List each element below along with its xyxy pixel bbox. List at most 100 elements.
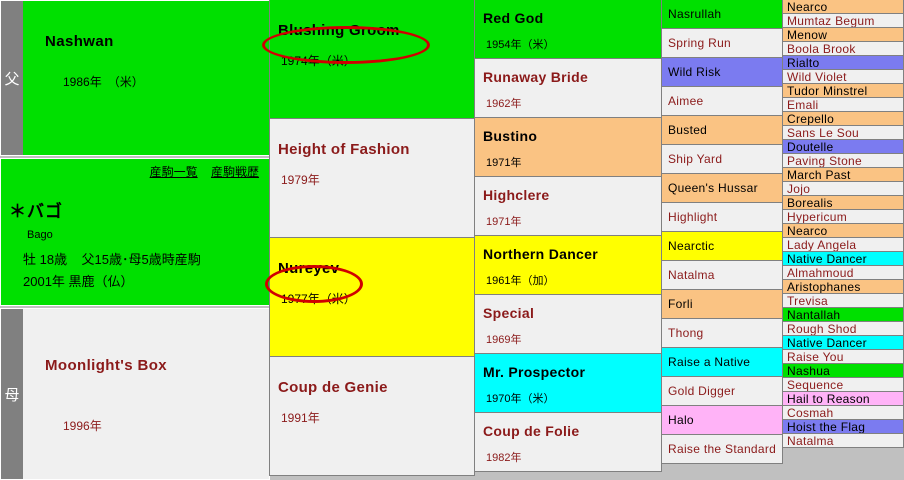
horse-name[interactable]: Coup de Genie bbox=[278, 379, 388, 396]
horse-name[interactable]: Tudor Minstrel bbox=[787, 83, 868, 98]
horse-name[interactable]: Northern Dancer bbox=[483, 246, 598, 262]
sire-name[interactable]: Nashwan bbox=[45, 33, 114, 50]
horse-name[interactable]: Lady Angela bbox=[787, 237, 857, 252]
horse-name[interactable]: Nureyev bbox=[278, 260, 340, 277]
pedigree-cell-emali[interactable]: Emali bbox=[782, 97, 904, 112]
dam-panel[interactable]: 母 Moonlight's Box 1996年 bbox=[0, 308, 270, 480]
horse-name[interactable]: Raise the Standard bbox=[668, 442, 777, 456]
pedigree-cell-nashua[interactable]: Nashua bbox=[782, 363, 904, 378]
pedigree-cell-wild-risk[interactable]: Wild Risk bbox=[661, 57, 783, 87]
pedigree-cell-hoist-the-flag[interactable]: Hoist the Flag bbox=[782, 419, 904, 434]
pedigree-cell-nureyev[interactable]: Nureyev 1977年（米） bbox=[269, 237, 475, 357]
pedigree-cell-sequence[interactable]: Sequence bbox=[782, 377, 904, 392]
horse-name[interactable]: Jojo bbox=[787, 181, 811, 196]
pedigree-cell-queen-s-hussar[interactable]: Queen's Hussar bbox=[661, 173, 783, 203]
pedigree-cell-aimee[interactable]: Aimee bbox=[661, 86, 783, 116]
horse-name[interactable]: Crepello bbox=[787, 111, 835, 126]
horse-name[interactable]: Almahmoud bbox=[787, 265, 854, 280]
pedigree-cell-gold-digger[interactable]: Gold Digger bbox=[661, 376, 783, 406]
pedigree-cell-hypericum[interactable]: Hypericum bbox=[782, 209, 904, 224]
horse-name[interactable]: Coup de Folie bbox=[483, 423, 580, 439]
horse-name[interactable]: Forli bbox=[668, 297, 693, 311]
pedigree-cell-blushing-groom[interactable]: Blushing Groom 1974年（米） bbox=[269, 0, 475, 119]
pedigree-cell-nearctic[interactable]: Nearctic bbox=[661, 231, 783, 261]
pedigree-cell-tudor-minstrel[interactable]: Tudor Minstrel bbox=[782, 83, 904, 98]
pedigree-cell-raise-the-standard[interactable]: Raise the Standard bbox=[661, 434, 783, 464]
horse-name[interactable]: Bustino bbox=[483, 128, 538, 144]
horse-name[interactable]: Aimee bbox=[668, 94, 704, 108]
pedigree-cell-height-of-fashion[interactable]: Height of Fashion 1979年 bbox=[269, 118, 475, 238]
horse-name[interactable]: Wild Risk bbox=[668, 65, 721, 79]
pedigree-cell-rialto[interactable]: Rialto bbox=[782, 55, 904, 70]
pedigree-cell-northern-dancer[interactable]: Northern Dancer 1961年（加） bbox=[474, 235, 662, 295]
sire-panel[interactable]: 父 Nashwan 1986年 （米） bbox=[0, 0, 270, 156]
horse-name[interactable]: Sans Le Sou bbox=[787, 125, 860, 140]
pedigree-cell-nantallah[interactable]: Nantallah bbox=[782, 307, 904, 322]
horse-name[interactable]: Rialto bbox=[787, 55, 820, 70]
pedigree-cell-raise-a-native[interactable]: Raise a Native bbox=[661, 347, 783, 377]
pedigree-cell-nasrullah[interactable]: Nasrullah bbox=[661, 0, 783, 29]
pedigree-cell-trevisa[interactable]: Trevisa bbox=[782, 293, 904, 308]
pedigree-cell-paving-stone[interactable]: Paving Stone bbox=[782, 153, 904, 168]
horse-name[interactable]: Aristophanes bbox=[787, 279, 861, 294]
pedigree-cell-cosmah[interactable]: Cosmah bbox=[782, 405, 904, 420]
pedigree-cell-red-god[interactable]: Red God 1954年（米） bbox=[474, 0, 662, 59]
horse-name[interactable]: Highclere bbox=[483, 187, 550, 203]
pedigree-cell-doutelle[interactable]: Doutelle bbox=[782, 139, 904, 154]
pedigree-cell-hail-to-reason[interactable]: Hail to Reason bbox=[782, 391, 904, 406]
horse-name[interactable]: Borealis bbox=[787, 195, 833, 210]
pedigree-cell-thong[interactable]: Thong bbox=[661, 318, 783, 348]
horse-name[interactable]: Native Dancer bbox=[787, 251, 867, 266]
pedigree-cell-halo[interactable]: Halo bbox=[661, 405, 783, 435]
pedigree-cell-nearco[interactable]: Nearco bbox=[782, 223, 904, 238]
pedigree-cell-wild-violet[interactable]: Wild Violet bbox=[782, 69, 904, 84]
horse-name[interactable]: Blushing Groom bbox=[278, 22, 400, 39]
pedigree-cell-native-dancer[interactable]: Native Dancer bbox=[782, 251, 904, 266]
link-offspring-list[interactable]: 産駒一覧 bbox=[149, 165, 198, 179]
horse-name[interactable]: Hail to Reason bbox=[787, 391, 870, 406]
horse-name[interactable]: Special bbox=[483, 305, 535, 321]
horse-name[interactable]: Nashua bbox=[787, 363, 831, 378]
horse-name[interactable]: Natalma bbox=[787, 433, 834, 448]
horse-name[interactable]: Busted bbox=[668, 123, 708, 137]
horse-name[interactable]: Rough Shod bbox=[787, 321, 857, 336]
horse-name[interactable]: Wild Violet bbox=[787, 69, 847, 84]
horse-name[interactable]: March Past bbox=[787, 167, 851, 182]
horse-name[interactable]: Raise You bbox=[787, 349, 844, 364]
horse-name[interactable]: Spring Run bbox=[668, 36, 732, 50]
pedigree-cell-natalma[interactable]: Natalma bbox=[661, 260, 783, 290]
pedigree-cell-runaway-bride[interactable]: Runaway Bride 1962年 bbox=[474, 58, 662, 118]
pedigree-cell-borealis[interactable]: Borealis bbox=[782, 195, 904, 210]
pedigree-cell-natalma[interactable]: Natalma bbox=[782, 433, 904, 448]
horse-name[interactable]: Nearco bbox=[787, 223, 828, 238]
pedigree-cell-almahmoud[interactable]: Almahmoud bbox=[782, 265, 904, 280]
pedigree-cell-sans-le-sou[interactable]: Sans Le Sou bbox=[782, 125, 904, 140]
horse-name[interactable]: Nearctic bbox=[668, 239, 715, 253]
pedigree-cell-highlight[interactable]: Highlight bbox=[661, 202, 783, 232]
horse-name[interactable]: Red God bbox=[483, 10, 544, 26]
horse-name[interactable]: Ship Yard bbox=[668, 152, 723, 166]
pedigree-cell-coup-de-folie[interactable]: Coup de Folie 1982年 bbox=[474, 412, 662, 472]
pedigree-cell-jojo[interactable]: Jojo bbox=[782, 181, 904, 196]
pedigree-cell-coup-de-genie[interactable]: Coup de Genie 1991年 bbox=[269, 356, 475, 476]
pedigree-cell-mr-prospector[interactable]: Mr. Prospector 1970年（米） bbox=[474, 353, 662, 413]
horse-name[interactable]: Natalma bbox=[668, 268, 715, 282]
horse-name[interactable]: Nasrullah bbox=[668, 7, 722, 21]
pedigree-cell-menow[interactable]: Menow bbox=[782, 27, 904, 42]
horse-name[interactable]: Gold Digger bbox=[668, 384, 736, 398]
horse-name[interactable]: Thong bbox=[668, 326, 704, 340]
horse-name[interactable]: Mumtaz Begum bbox=[787, 13, 875, 28]
pedigree-cell-nearco[interactable]: Nearco bbox=[782, 0, 904, 14]
horse-name[interactable]: Raise a Native bbox=[668, 355, 751, 369]
pedigree-cell-busted[interactable]: Busted bbox=[661, 115, 783, 145]
pedigree-cell-forli[interactable]: Forli bbox=[661, 289, 783, 319]
pedigree-cell-mumtaz-begum[interactable]: Mumtaz Begum bbox=[782, 13, 904, 28]
horse-name[interactable]: Halo bbox=[668, 413, 694, 427]
pedigree-cell-native-dancer[interactable]: Native Dancer bbox=[782, 335, 904, 350]
horse-name[interactable]: Trevisa bbox=[787, 293, 828, 308]
pedigree-cell-march-past[interactable]: March Past bbox=[782, 167, 904, 182]
pedigree-cell-special[interactable]: Special 1969年 bbox=[474, 294, 662, 354]
horse-name[interactable]: Boola Brook bbox=[787, 41, 856, 56]
pedigree-cell-raise-you[interactable]: Raise You bbox=[782, 349, 904, 364]
horse-name[interactable]: Queen's Hussar bbox=[668, 181, 758, 195]
